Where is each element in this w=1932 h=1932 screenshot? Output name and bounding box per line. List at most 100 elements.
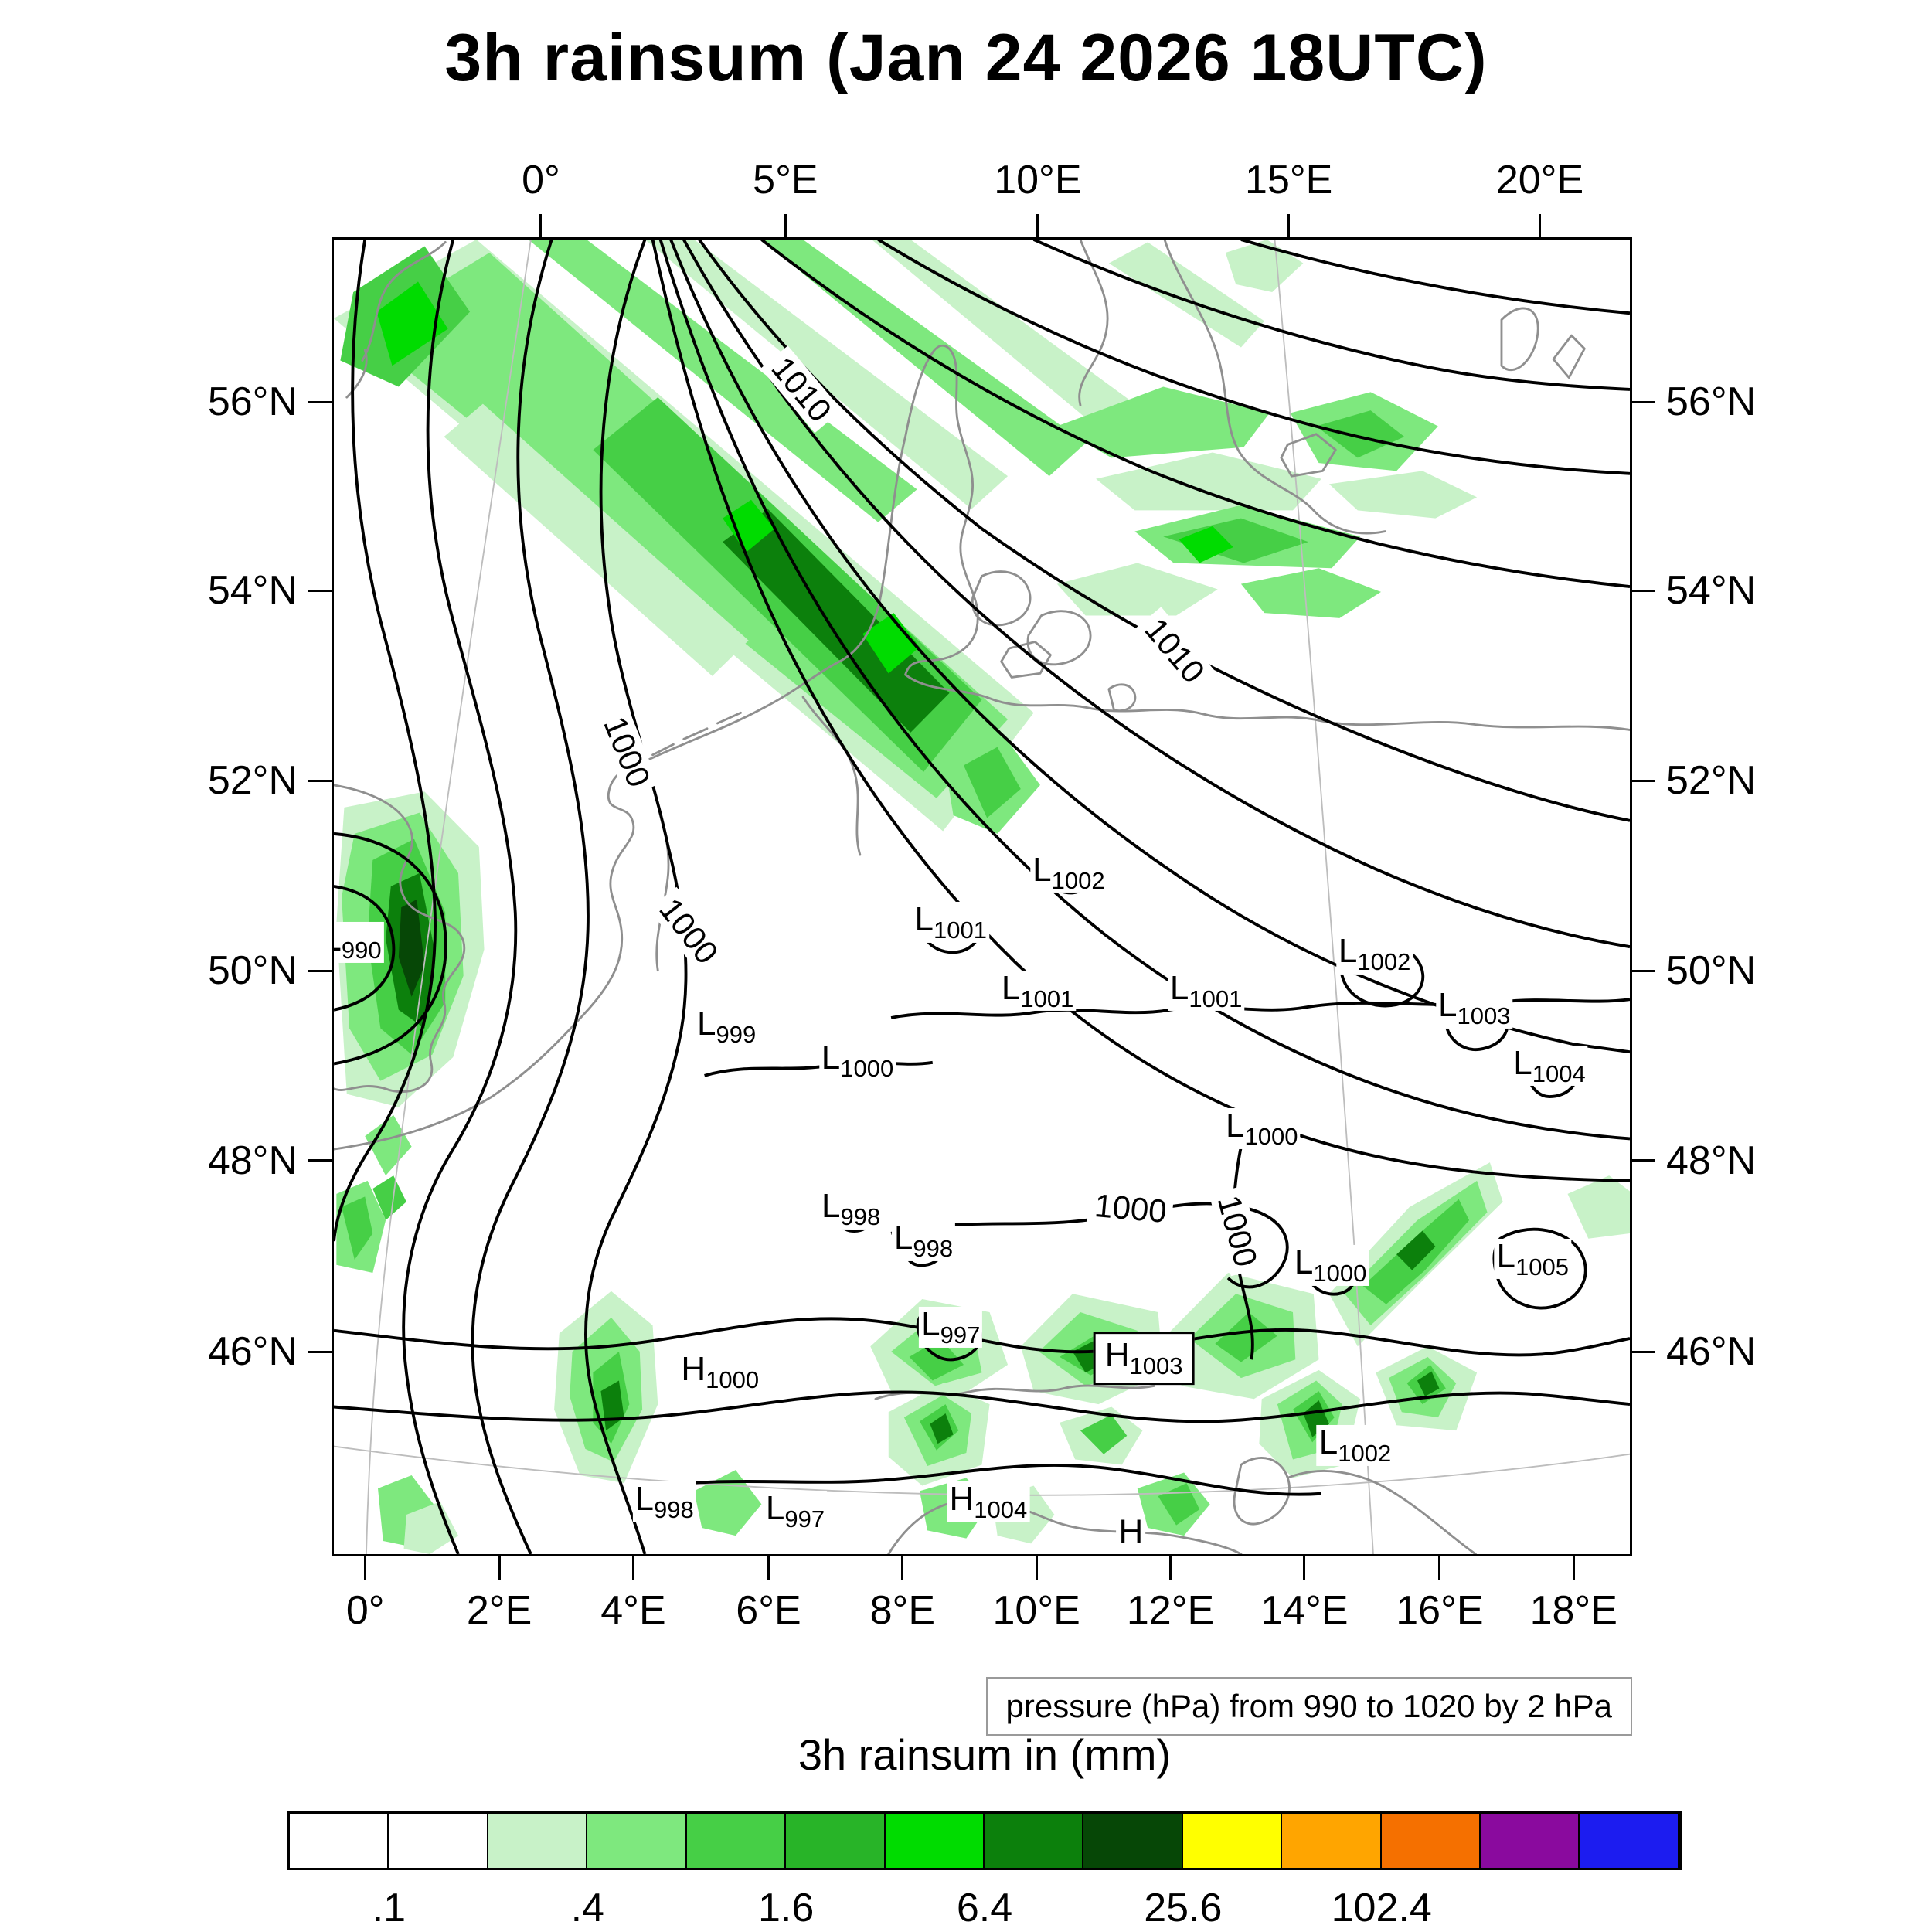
pressure-center-letter: L — [893, 1218, 913, 1257]
low-pressure-center-label: L998 — [891, 1218, 956, 1261]
pressure-center-value: 1001 — [1189, 985, 1243, 1012]
bottom-axis-label: 4°E — [600, 1588, 666, 1633]
coastline — [887, 1498, 1243, 1554]
low-pressure-center-label: L1000 — [818, 1039, 896, 1082]
bottom-axis-label: 8°E — [869, 1588, 936, 1633]
map-plot-frame: L990L1002L1001L1001L1001L1002L1003L1004L… — [332, 237, 1632, 1556]
low-pressure-center-label: L1002 — [1316, 1425, 1394, 1466]
pressure-center-letter: L — [1169, 968, 1189, 1007]
pressure-center-value: 990 — [341, 936, 382, 964]
pressure-center-value: 1000 — [1313, 1259, 1367, 1287]
map-label-overlay: L990L1002L1001L1001L1001L1002L1003L1004L… — [334, 240, 1630, 1554]
bottom-axis-label: 0° — [345, 1588, 385, 1633]
pressure-contour — [669, 240, 1630, 1054]
rain-area — [376, 281, 448, 366]
right-axis-tick — [1632, 589, 1655, 592]
rain-area — [1108, 242, 1265, 348]
coastline — [361, 240, 447, 362]
low-pressure-center-label: L1002 — [1030, 852, 1107, 893]
pressure-center-value: 1002 — [1357, 947, 1411, 975]
rain-area — [403, 1501, 458, 1554]
rain-area — [1215, 1312, 1277, 1362]
rain-area — [1096, 452, 1321, 511]
pressure-center-letter: H — [949, 1480, 975, 1519]
top-axis-tick — [1036, 214, 1039, 237]
pressure-contour — [471, 240, 590, 1554]
pressure-center-letter: L — [921, 1305, 940, 1344]
low-pressure-center-label: L1005 — [1494, 1238, 1571, 1281]
top-axis-tick — [1287, 214, 1291, 237]
pressure-contour — [334, 884, 396, 1012]
right-axis-tick — [1632, 1350, 1655, 1353]
coastline — [801, 696, 862, 856]
pressure-center-value: 1005 — [1515, 1253, 1569, 1281]
colorbar-segment — [1182, 1814, 1283, 1868]
left-axis-label: 48°N — [207, 1138, 298, 1183]
contour-value-label: 1000 — [594, 706, 659, 798]
pressure-center-letter: L — [634, 1480, 654, 1519]
contour-value-label: 1000 — [648, 886, 730, 975]
low-pressure-center-label: L998 — [819, 1188, 883, 1230]
pressure-center-value: 1000 — [840, 1054, 894, 1082]
low-pressure-center-label: L1003 — [1436, 987, 1513, 1029]
pressure-center-value: 1003 — [1129, 1352, 1183, 1379]
map-area: L990L1002L1001L1001L1001L1002L1003L1004L… — [208, 158, 1756, 1633]
pressure-contour — [651, 240, 1630, 1182]
coastline — [1026, 610, 1092, 666]
colorbar-segment — [587, 1814, 687, 1868]
rain-area — [365, 1114, 412, 1176]
colorbar-segment — [1381, 1814, 1481, 1868]
bottom-axis-label: 14°E — [1260, 1588, 1349, 1633]
coastline — [1233, 1457, 1291, 1526]
high-pressure-center-label: H — [1116, 1515, 1146, 1551]
right-axis-label: 52°N — [1666, 758, 1757, 804]
rain-area — [723, 499, 775, 553]
pressure-center-letter: L — [1513, 1043, 1532, 1082]
pressure-center-letter: L — [765, 1489, 785, 1528]
pressure-center-letter: L — [1001, 968, 1021, 1007]
weather-map-canvas — [334, 240, 1630, 1554]
bottom-axis-label: 6°E — [736, 1588, 801, 1633]
pressure-center-letter: L — [914, 900, 934, 939]
coastline — [1000, 641, 1052, 679]
bottom-axis-label: 18°E — [1529, 1588, 1617, 1633]
pressure-contour — [760, 240, 1630, 589]
low-pressure-center-label: L997 — [763, 1489, 828, 1532]
pressure-contour — [334, 1390, 1630, 1423]
rain-area — [964, 747, 1021, 818]
coastlines — [334, 240, 1630, 1554]
pressure-contour — [658, 240, 1630, 1141]
left-axis-label: 46°N — [207, 1329, 298, 1375]
bottom-axis-tick — [767, 1556, 770, 1580]
colorbar-segment — [488, 1814, 588, 1868]
high-pressure-center-label: H1000 — [679, 1351, 762, 1393]
pressure-note: pressure (hPa) from 990 to 1020 by 2 hPa — [985, 1677, 1632, 1736]
colorbar-tick-label: 25.6 — [1144, 1886, 1223, 1930]
pressure-center-value: 1003 — [1457, 1002, 1511, 1029]
pressure-center-value: 1002 — [1051, 866, 1105, 894]
low-pressure-center-label: L1002 — [1335, 933, 1413, 975]
rain-area — [909, 1338, 964, 1381]
bottom-axis-label: 12°E — [1126, 1588, 1215, 1633]
bottom-axis-tick — [1035, 1556, 1038, 1580]
bottom-axis-tick — [1169, 1556, 1172, 1580]
left-axis-tick — [308, 1350, 332, 1353]
bottom-axis-label: 2°E — [466, 1588, 532, 1633]
right-axis-label: 50°N — [1666, 948, 1757, 994]
pressure-contour — [334, 832, 447, 1066]
rain-area — [862, 613, 920, 674]
rain-area — [372, 1175, 406, 1220]
pressure-center-letter: L — [1032, 850, 1052, 889]
right-axis-tick — [1632, 400, 1655, 403]
left-axis-label: 54°N — [207, 568, 298, 614]
rain-area — [342, 1196, 373, 1260]
coastline — [334, 784, 466, 1094]
coastline — [1280, 433, 1337, 478]
rain-area — [1417, 1371, 1440, 1396]
top-axis-label: 10°E — [994, 158, 1082, 202]
pressure-contour — [890, 1202, 1289, 1289]
rainfall-shading — [334, 240, 1630, 1554]
bottom-axis-tick — [1438, 1556, 1441, 1580]
top-axis-label: 5°E — [753, 158, 818, 202]
colorbar-segment — [786, 1814, 886, 1868]
